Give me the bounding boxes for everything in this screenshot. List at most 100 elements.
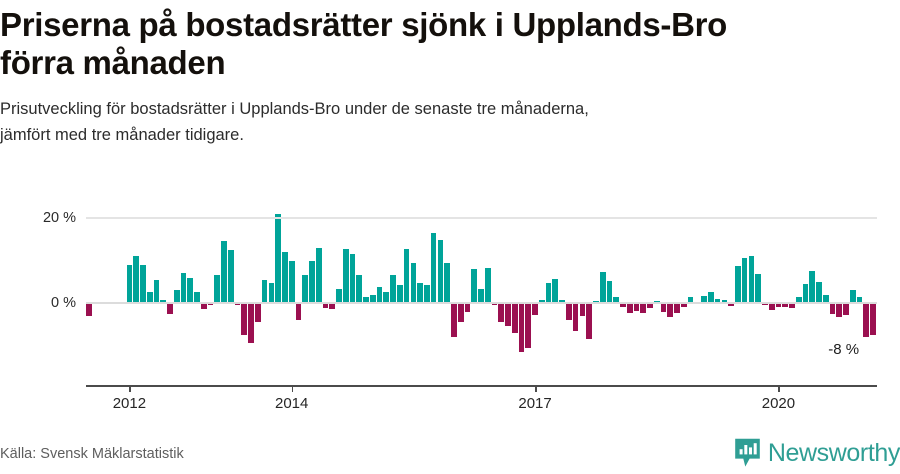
bar [160, 300, 167, 303]
bar [687, 296, 694, 303]
bar [424, 284, 430, 303]
x-axis-line [86, 385, 877, 387]
bar [336, 288, 342, 303]
bar [498, 303, 505, 323]
bar [363, 296, 369, 303]
bar [376, 287, 383, 303]
bar [444, 262, 451, 303]
bar [187, 277, 194, 303]
bar [701, 296, 707, 303]
bar [396, 285, 403, 303]
bar-chart: 20 %0 % 20122014201720202022 -8 % [0, 196, 900, 412]
page-title: Priserna på bostadsrätter sjönk i Upplan… [0, 6, 728, 81]
bar [505, 303, 511, 327]
bar [417, 282, 423, 303]
bar [430, 232, 437, 303]
bar [667, 303, 674, 318]
bar [86, 303, 92, 316]
bar [545, 283, 552, 303]
bar [322, 303, 329, 309]
bar [755, 274, 761, 303]
bar [552, 279, 559, 303]
source-note: Källa: Svensk Mäklarstatistik [0, 446, 184, 462]
bar [173, 290, 180, 303]
bar [728, 303, 734, 306]
footer: Källa: Svensk Mäklarstatistik Newsworthy [0, 438, 900, 474]
bar [789, 303, 795, 309]
bar [660, 303, 667, 312]
bar [538, 300, 545, 303]
bar [829, 303, 836, 314]
bar [822, 294, 829, 303]
bar [133, 256, 140, 303]
bar [356, 274, 363, 303]
bar [227, 249, 234, 303]
y-axis-tick-label: 0 % [51, 295, 76, 311]
newsworthy-logo: Newsworthy [734, 438, 900, 468]
bar [809, 271, 816, 303]
bar [478, 289, 484, 303]
bar [282, 252, 288, 303]
bar [640, 303, 647, 314]
bar [437, 240, 444, 303]
bar [782, 303, 789, 307]
bar [849, 290, 856, 303]
bar [511, 303, 518, 333]
bar [484, 268, 491, 303]
x-axis-tick-label: 2012 [112, 395, 147, 412]
bar [748, 256, 755, 303]
bar [457, 303, 464, 323]
x-axis-tick [535, 385, 537, 392]
bar-chart-bubble-icon [734, 438, 761, 468]
bar [680, 303, 687, 307]
y-axis-tick-label: 20 % [42, 210, 76, 226]
bar [572, 303, 579, 332]
bar [856, 297, 863, 303]
bar [633, 303, 640, 311]
bar [126, 264, 133, 303]
gridline [86, 217, 877, 219]
bar [593, 300, 599, 303]
zero-line [86, 302, 877, 304]
bar [836, 303, 843, 317]
bar [349, 254, 356, 303]
bar [140, 264, 146, 303]
bar [816, 281, 822, 303]
bar [248, 303, 254, 344]
bar [451, 303, 457, 337]
bar [843, 303, 849, 316]
bar [579, 303, 586, 316]
bar [241, 303, 248, 335]
bar [464, 303, 471, 313]
bar [606, 280, 613, 303]
bar [707, 291, 714, 303]
bar [390, 274, 396, 303]
bar [207, 303, 214, 306]
bar [403, 249, 410, 303]
page-subtitle: Prisutveckling för bostadsrätter i Uppla… [0, 100, 589, 144]
bar [342, 248, 349, 303]
bar [315, 247, 322, 303]
bar [566, 303, 572, 320]
bar [647, 303, 653, 308]
bar [613, 297, 620, 303]
bar [329, 303, 336, 309]
bar-series [86, 202, 877, 382]
bar [586, 303, 592, 339]
bar [626, 303, 633, 314]
x-axis-tick [778, 385, 781, 392]
bar [735, 266, 741, 303]
x-axis-tick-label: 2017 [518, 395, 552, 412]
bar [714, 298, 721, 303]
bar [653, 300, 660, 303]
bar [200, 303, 207, 310]
brand-name: Newsworthy [767, 438, 900, 467]
bar [275, 213, 281, 303]
bar [741, 257, 748, 303]
x-axis-tick-label: 2020 [761, 395, 796, 412]
bar [721, 300, 728, 303]
bar [146, 292, 153, 303]
bar [383, 291, 390, 303]
plot-area [86, 202, 877, 382]
